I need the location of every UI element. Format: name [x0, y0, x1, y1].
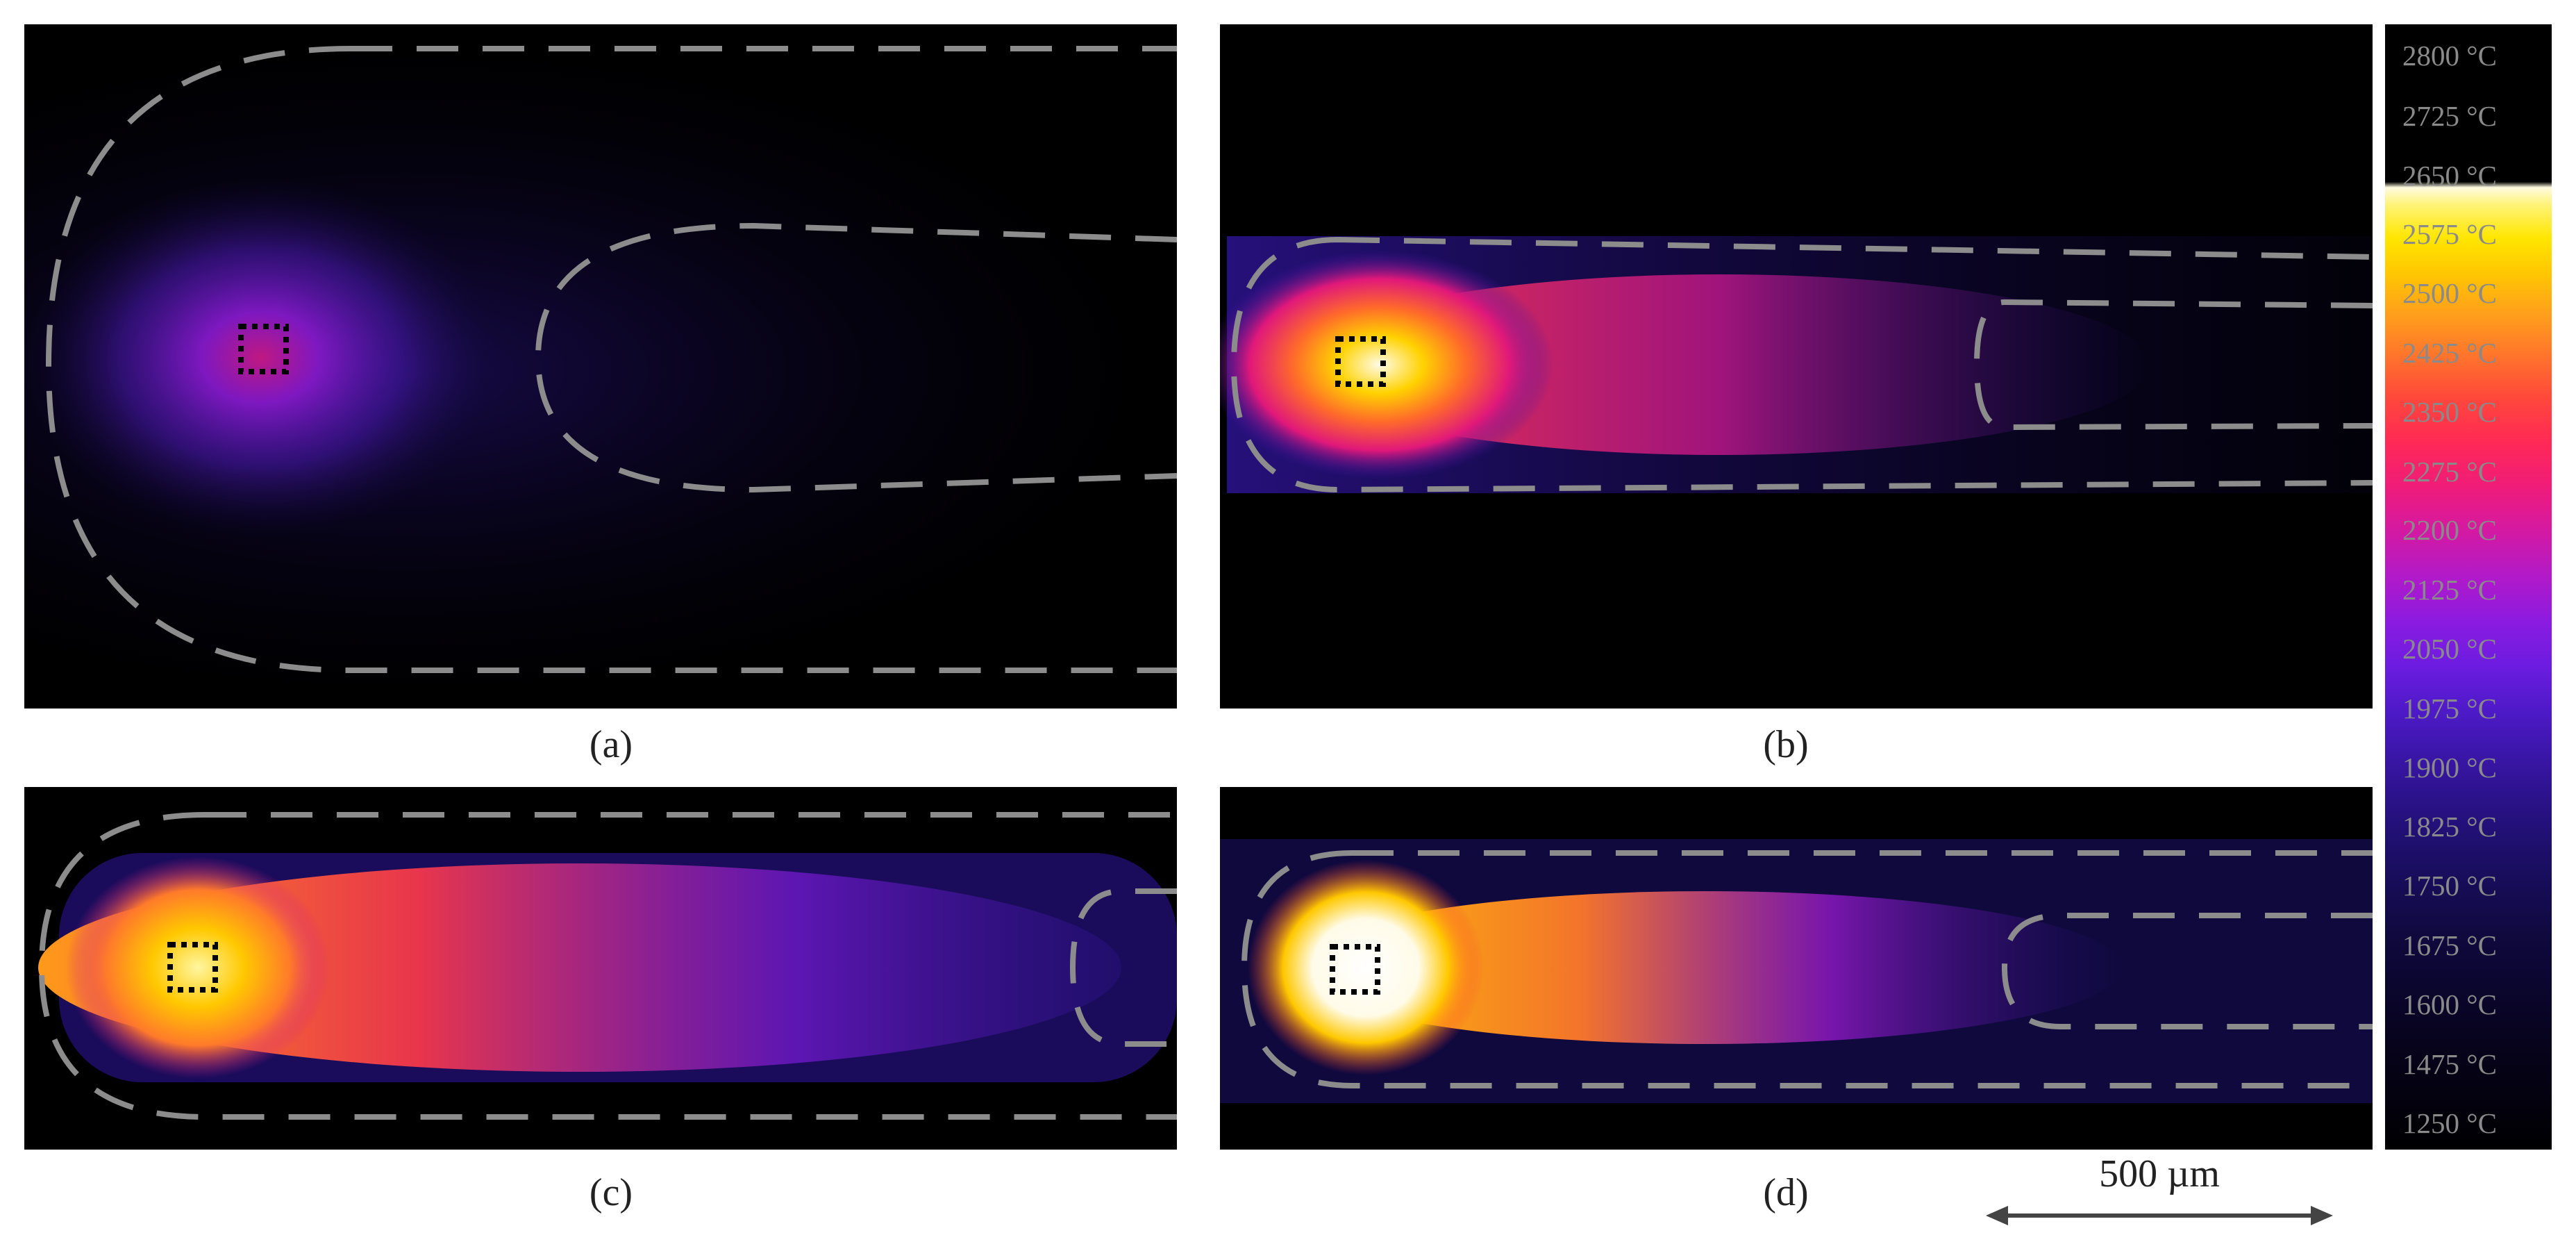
colorbar-tick: 1825 °C [2402, 811, 2497, 843]
scale-bar-arrow [1986, 1206, 2333, 1225]
colorbar-tick: 1675 °C [2402, 929, 2497, 961]
colorbar-tick: 2275 °C [2402, 456, 2497, 488]
thermal-image-b [1220, 24, 2373, 709]
colorbar-tick: 2575 °C [2402, 218, 2497, 250]
colorbar-tick: 1900 °C [2402, 752, 2497, 784]
colorbar-tick: 2800 °C [2402, 40, 2497, 72]
colorbar-tick: 2200 °C [2402, 514, 2497, 546]
scale-bar-label: 500 µm [2099, 1152, 2220, 1195]
colorbar-tick: 2350 °C [2402, 396, 2497, 428]
colorbar-tick: 2050 °C [2402, 633, 2497, 665]
caption-a: (a) [589, 723, 633, 766]
colorbar-tick: 2725 °C [2402, 100, 2497, 132]
colorbar-tick: 2500 °C [2402, 277, 2497, 309]
colorbar-tick: 1475 °C [2402, 1048, 2497, 1080]
colorbar-tick: 2425 °C [2402, 337, 2497, 369]
colorbar-tick: 2125 °C [2402, 574, 2497, 606]
temperature-colorbar [2385, 24, 2552, 1150]
caption-c: (c) [589, 1171, 633, 1214]
caption-d: (d) [1763, 1171, 1809, 1214]
colorbar-tick: 1750 °C [2402, 870, 2497, 902]
thermal-image-a [24, 24, 1177, 709]
thermal-image-c [24, 787, 1177, 1150]
colorbar-tick: 2650 °C [2402, 160, 2497, 192]
thermal-image-d [1220, 787, 2373, 1150]
colorbar-tick: 1250 °C [2402, 1107, 2497, 1139]
colorbar-tick: 1975 °C [2402, 693, 2497, 724]
caption-b: (b) [1763, 723, 1809, 766]
colorbar-tick: 1600 °C [2402, 988, 2497, 1020]
colorbar-ticks: 2800 °C 2725 °C 2650 °C 2575 °C 2500 °C … [2385, 24, 2552, 1150]
